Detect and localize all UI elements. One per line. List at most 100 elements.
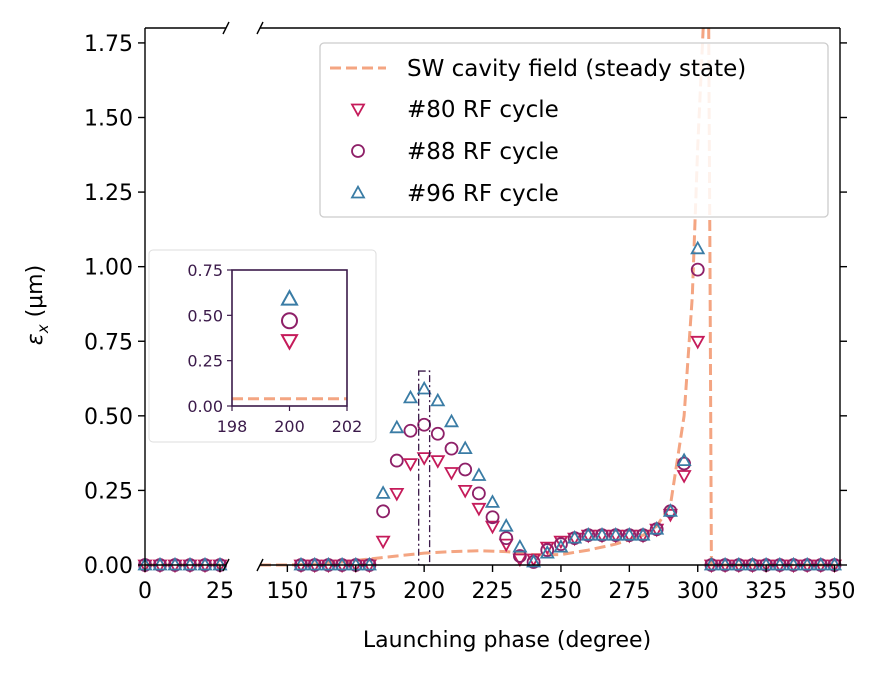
y-tick-label: 0.50 — [84, 405, 133, 430]
data-point-triangle-down — [512, 553, 528, 568]
highlight-box — [418, 370, 431, 566]
y-tick-label: 1.75 — [84, 32, 133, 57]
data-point-triangle-down — [443, 467, 460, 481]
data-point-circle — [458, 462, 473, 477]
data-point-triangle-up — [813, 556, 829, 571]
data-point-triangle-up — [772, 556, 788, 571]
data-point-triangle-down — [484, 520, 501, 535]
inset-y-tick-label: 0.25 — [187, 352, 223, 371]
data-point-circle — [376, 504, 391, 519]
data-point-triangle-up — [539, 544, 555, 559]
inset-data-point-circle — [281, 312, 298, 330]
legend-circle-icon — [351, 144, 365, 158]
data-point-triangle-up — [567, 530, 583, 544]
inset-x-tick-label: 198 — [217, 417, 248, 436]
inset-x-tick-label: 200 — [274, 417, 305, 436]
x-tick-label: 275 — [608, 579, 650, 604]
data-point-triangle-up — [703, 556, 719, 571]
data-point-triangle-up — [621, 527, 637, 541]
y-axis-title: εx (μm) — [23, 265, 52, 345]
data-point-circle — [540, 543, 555, 557]
axis-break-mark — [222, 558, 230, 572]
inset-y-tick-label: 0.50 — [187, 306, 223, 325]
data-point-triangle-up — [320, 556, 336, 571]
data-point-circle — [444, 441, 459, 456]
legend-marker-rf80 — [350, 103, 366, 118]
legend-label-rf96: #96 RF cycle — [407, 181, 559, 207]
data-point-triangle-up — [197, 556, 213, 571]
inset-data-point-triangle-up — [280, 289, 299, 306]
x-tick-label: 300 — [677, 579, 719, 604]
y-tick-label: 1.50 — [84, 107, 133, 132]
data-point-triangle-up — [785, 556, 802, 571]
x-tick-label: 250 — [540, 579, 582, 604]
inset-background — [148, 249, 377, 443]
legend-frame — [319, 42, 829, 218]
data-point-triangle-down — [402, 458, 419, 472]
inset-x-tick-label: 202 — [332, 417, 363, 436]
data-point-triangle-up — [512, 538, 528, 553]
inset-y-tick-label: 0.00 — [187, 397, 223, 416]
x-tick-label: 200 — [403, 579, 445, 604]
axis-break-mark — [256, 558, 264, 572]
legend-label-rf80: #80 RF cycle — [407, 97, 559, 123]
x-tick-label: 150 — [266, 579, 308, 604]
data-point-triangle-up — [471, 467, 487, 481]
data-point-circle — [554, 537, 568, 552]
x-axis-title: Launching phase (degree) — [363, 628, 651, 653]
data-point-triangle-up — [293, 556, 309, 571]
legend-label-cavity: SW cavity field (steady state) — [407, 56, 746, 82]
data-point-triangle-up — [182, 556, 198, 571]
data-point-triangle-down — [471, 502, 487, 517]
data-point-circle — [499, 531, 514, 546]
legend: SW cavity field (steady state) #80 RF cy… — [319, 42, 829, 218]
x-tick-label: 0 — [138, 579, 152, 604]
data-point-triangle-up — [731, 556, 747, 571]
x-tick-label: 175 — [335, 579, 377, 604]
data-point-triangle-up — [649, 521, 665, 535]
data-point-triangle-down — [375, 535, 391, 550]
x-tick-label: 225 — [472, 579, 514, 604]
inset-y-tick-label: 0.75 — [187, 261, 223, 280]
data-point-triangle-up — [334, 556, 350, 571]
data-point-triangle-up — [580, 527, 596, 541]
inset-data-point-triangle-down — [280, 334, 299, 351]
data-point-circle — [690, 262, 705, 277]
data-point-triangle-up — [594, 527, 610, 541]
data-point-triangle-down — [457, 484, 473, 499]
y-tick-label: 0.75 — [84, 330, 133, 355]
data-point-triangle-up — [676, 452, 692, 467]
data-point-circle — [430, 426, 445, 441]
legend-marker-rf96 — [350, 184, 366, 199]
data-point-triangle-up — [498, 518, 514, 532]
data-point-triangle-up — [553, 538, 569, 553]
data-point-triangle-down — [430, 455, 446, 469]
data-point-triangle-down — [539, 541, 555, 556]
data-point-triangle-up — [416, 380, 432, 395]
data-point-triangle-up — [152, 556, 168, 571]
legend-marker-rf88 — [351, 144, 365, 158]
y-tick-label: 0.25 — [84, 479, 133, 504]
axis-break-mark — [256, 21, 264, 35]
data-point-triangle-up — [457, 440, 473, 455]
data-point-circle — [389, 453, 404, 468]
data-point-triangle-down — [690, 335, 706, 350]
y-tick-label: 1.25 — [84, 181, 133, 206]
legend-triangle-up-icon — [350, 184, 366, 199]
inset-plot: 0.00 0.25 0.50 0.75 198 200 202 — [148, 249, 377, 443]
y-tick-label: 0.00 — [84, 554, 133, 579]
data-point-triangle-down — [498, 538, 514, 553]
data-point-triangle-up — [430, 392, 446, 407]
legend-triangle-down-icon — [350, 103, 366, 118]
data-point-triangle-up — [443, 413, 460, 428]
data-point-triangle-down — [676, 470, 692, 484]
data-point-triangle-up — [662, 503, 678, 517]
data-point-triangle-up — [361, 556, 377, 571]
data-point-triangle-down — [389, 487, 405, 502]
axis-break-mark — [222, 21, 230, 35]
data-point-triangle-up — [799, 556, 815, 571]
x-tick-label: 25 — [206, 579, 234, 604]
axes: 0.00 0.25 0.50 0.75 1.00 1.25 1.50 1.75 0 25 150 17… — [84, 21, 856, 604]
data-point-triangle-down — [416, 452, 432, 466]
data-point-circle — [513, 549, 527, 563]
